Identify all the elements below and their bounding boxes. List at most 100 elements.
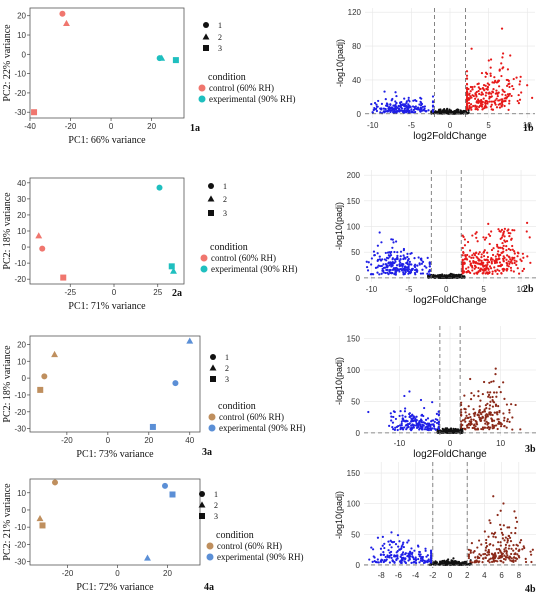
volcano-point-up: [465, 91, 469, 94]
pca-point-4a-1-1: [144, 554, 151, 561]
x-tick-label: -5: [405, 285, 413, 294]
volcano-point-up: [490, 552, 494, 555]
pca-point-3a-0-0: [41, 373, 48, 380]
volcano-point-up: [492, 247, 495, 250]
volcano-point-down: [383, 266, 387, 269]
volcano-point-up: [468, 413, 471, 416]
volcano-point-up: [506, 420, 509, 423]
pca-point-3a-1-1: [186, 337, 194, 344]
volcano-point-down: [392, 415, 395, 419]
pca-point-2a-0-2: [60, 274, 67, 281]
volcano-point-up: [481, 561, 484, 564]
volcano-point-up: [488, 97, 491, 100]
volcano-point-down: [367, 410, 370, 414]
volcano-point-up: [494, 79, 497, 83]
volcano-point-up: [477, 266, 480, 270]
volcano-point-up: [514, 532, 517, 535]
volcano-point-down: [417, 553, 421, 556]
volcano-point-up: [473, 414, 476, 418]
x-tick-label: -20: [62, 569, 74, 578]
volcano-point-ns: [456, 111, 459, 114]
volcano-point-down: [365, 260, 368, 263]
volcano-point-down: [376, 252, 379, 255]
volcano-point-down: [413, 424, 416, 427]
volcano-point-up: [472, 252, 475, 255]
y-tick-label: 30: [17, 195, 26, 204]
volcano-point-up: [509, 248, 512, 252]
volcano-point-up: [490, 248, 494, 252]
volcano-point-down: [405, 266, 408, 269]
volcano-point-down: [419, 557, 423, 560]
pca-point-3a-1-2: [149, 423, 156, 430]
volcano-point-up: [488, 83, 491, 86]
volcano-point-up: [501, 100, 505, 103]
volcano-point-down: [420, 262, 423, 265]
volcano-point-down: [418, 427, 421, 430]
volcano-point-up: [511, 244, 514, 248]
volcano-point-down: [428, 265, 431, 268]
volcano-point-down: [400, 103, 404, 107]
volcano-point-down: [375, 109, 379, 113]
volcano-point-down: [380, 264, 383, 268]
volcano-point-up: [526, 255, 529, 258]
volcano-point-ns: [441, 559, 444, 563]
volcano-point-up: [471, 88, 474, 91]
y-tick-label: 80: [352, 42, 361, 51]
volcano-point-up: [477, 252, 480, 256]
volcano-point-up: [481, 426, 485, 429]
volcano-point-down: [414, 263, 417, 266]
volcano-point-down: [420, 413, 424, 417]
volcano-point-up: [508, 99, 511, 102]
volcano-point-up: [505, 258, 508, 261]
volcano-point-down: [396, 268, 399, 272]
y-tick-label: -20: [14, 408, 26, 417]
volcano-point-up: [500, 272, 503, 275]
volcano-point-ns: [456, 274, 459, 277]
pca-point-2a-0-1: [35, 232, 43, 239]
volcano-point-down: [373, 101, 377, 105]
volcano-point-down: [394, 417, 398, 421]
volcano-point-down: [400, 420, 403, 423]
volcano-point-up: [475, 90, 478, 94]
volcano-point-up: [468, 249, 472, 252]
y-tick-label: 150: [347, 197, 361, 206]
volcano-point-down: [370, 257, 373, 260]
volcano-point-down: [389, 550, 393, 553]
volcano-point-up: [488, 428, 491, 431]
volcano-point-up: [482, 254, 486, 258]
volcano-point-up: [461, 261, 464, 264]
volcano-point-down: [407, 539, 410, 542]
x-tick-label: 0: [106, 436, 111, 445]
volcano-point-down: [390, 419, 393, 422]
volcano-point-up: [468, 107, 471, 110]
x-tick-label: -25: [64, 288, 76, 297]
pca-point-4a-0-0: [52, 479, 58, 486]
volcano-point-ns: [448, 111, 451, 114]
volcano-point-up: [465, 74, 469, 77]
volcano-point-down: [394, 271, 398, 274]
pca-panel-3a: -30 -20 -10 0 10 20 -20 0 20 40 PC1: 73% variance P…: [2, 335, 305, 460]
legend-entry-label: control (60% RH): [211, 253, 276, 263]
volcano-point-down: [418, 561, 421, 564]
volcano-point-ns: [438, 562, 441, 565]
volcano-point-up: [489, 543, 492, 546]
volcano-point-down: [435, 421, 439, 425]
volcano-point-up: [507, 534, 511, 538]
y-tick-label: 0: [22, 50, 27, 59]
volcano-point-up: [482, 87, 485, 91]
volcano-point-up: [487, 535, 490, 538]
x-tick-label: 0: [448, 571, 453, 580]
volcano-point-up: [494, 559, 497, 562]
volcano-point-down: [418, 263, 421, 266]
volcano-point-up: [497, 79, 500, 82]
volcano-point-up: [501, 103, 504, 106]
volcano-point-up: [507, 79, 510, 82]
volcano-point-up: [486, 426, 489, 429]
volcano-point-down: [384, 555, 387, 559]
volcano-point-up: [498, 229, 501, 233]
volcano-point-up: [508, 536, 512, 539]
legend-entry-label: experimental (90% RH): [209, 94, 295, 104]
volcano-point-up: [499, 237, 502, 240]
y-axis-label: -log10(padj): [335, 39, 345, 87]
volcano-point-up: [510, 238, 513, 241]
